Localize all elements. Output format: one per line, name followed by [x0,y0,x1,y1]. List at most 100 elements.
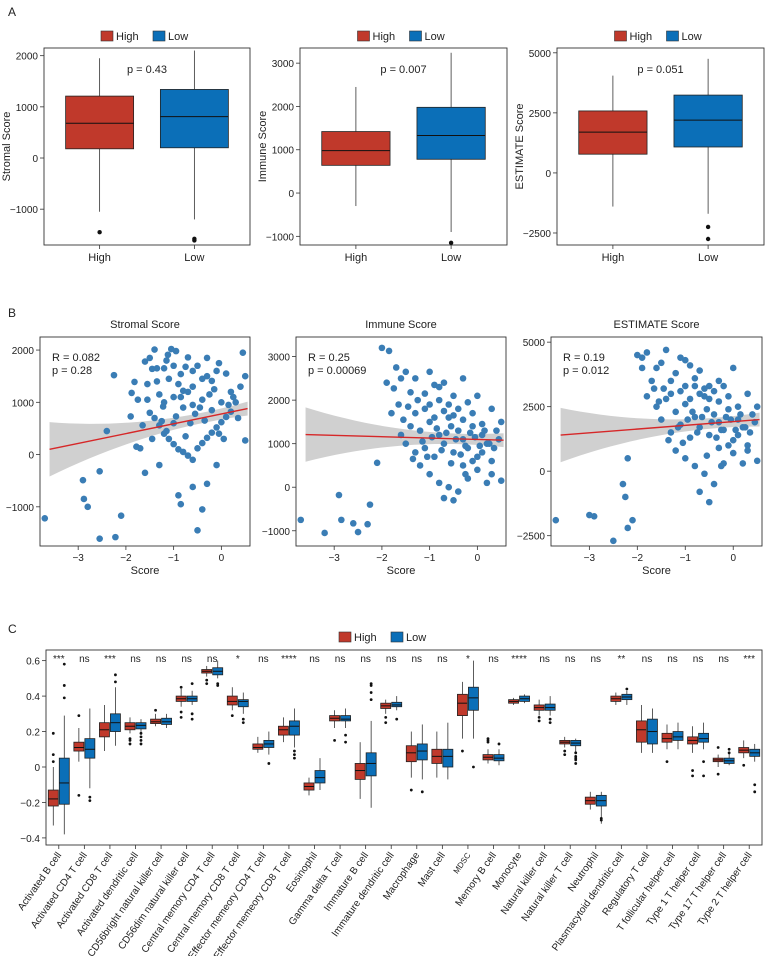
scatter-point [421,405,429,413]
scatter-point [237,383,244,390]
scatter-point [416,462,424,469]
y-tick-label: 5000 [523,338,546,349]
legend-label-low: Low [168,31,188,43]
outlier-point [537,715,541,719]
y-tick-label: 2000 [12,346,35,357]
p-value-label: p = 0.051 [637,64,683,76]
scatter-point [170,440,177,448]
box [723,752,735,766]
significance-label: ns [437,654,448,665]
scatter-point [725,393,732,400]
scatter-point [435,479,443,487]
box [380,699,392,714]
legend-swatch-low [409,30,422,42]
box [636,704,647,753]
outlier-point [88,795,92,799]
scatter-chart-B3: ESTIMATE Score −2500 0 2500 5000 −3 −2 −1 0 Score… [517,319,763,577]
scatter-point [485,440,493,447]
y-tick-label: 0.2 [26,728,40,739]
y-tick-label: 0.4 [26,692,40,703]
box [482,749,494,764]
scatter-point [643,349,651,356]
scatter-point [128,389,135,397]
scatter-point [177,370,185,378]
outlier-point [241,721,245,725]
scatter-point [440,440,448,447]
box [468,660,479,739]
outlier-point [190,682,194,686]
legend-label-low: Low [406,632,426,644]
y-tick-label: 3000 [268,353,291,364]
outlier-point [216,684,220,687]
box [508,697,519,705]
significance-label: ns [488,654,499,665]
significance-label: ns [693,654,704,665]
box-body [314,770,326,784]
box [712,754,724,767]
box [698,722,709,750]
box [442,722,454,780]
scatter-point [478,420,486,428]
significance-label: ns [360,654,371,665]
outlier-point [369,682,373,686]
scatter-chart-B2: Immune Score −1000 0 1000 2000 3000 −3 −2 −1 0 Sco… [262,319,507,577]
scatter-point [215,359,223,367]
scatter-point [110,371,118,379]
outlier-point [114,680,117,684]
scatter-point [131,378,138,386]
scatter-point [691,382,699,390]
scatter-point [134,396,142,404]
x-tick-label: −3 [72,553,84,564]
scatter-point [366,501,374,508]
box [578,75,648,207]
box [416,52,486,233]
legend-label-high: High [116,31,139,43]
scatter-point [416,427,424,434]
scatter-point [462,442,469,450]
outlier-point [665,760,669,764]
scatter-point [431,414,438,421]
x-tick-label: 0 [475,553,481,564]
scatter-point [443,429,450,437]
scatter-point [665,436,672,444]
box [329,710,340,728]
significance-label: ns [156,654,167,665]
r-value-label: R = 0.19 [563,352,605,364]
outlier-point [128,737,132,741]
scatter-point [667,390,675,398]
outlier-point [702,774,705,778]
legend-label-high: High [373,31,396,43]
confidence-band [49,401,248,477]
scatter-point [655,398,663,405]
significance-label: **** [511,654,527,665]
scatter-point [483,479,491,487]
scatter-point [729,449,737,457]
scatter-point [696,390,703,398]
scatter-point [402,440,410,447]
scatter-point [198,439,206,447]
scatter-point [488,457,495,465]
scatter-point [117,512,125,519]
scatter-point [241,372,249,380]
outlier-point [139,742,143,746]
outlier-point [727,751,731,755]
scatter-point [469,422,476,430]
p-value-label: p = 0.00069 [308,365,366,377]
plot-frame [39,336,251,547]
scatter-point [239,349,247,356]
scatter-point [650,385,658,392]
scatter-point [213,367,220,375]
scatter-point [638,354,646,361]
scatter-point [409,455,417,463]
scatter-point [435,396,443,404]
scatter-point [681,400,689,408]
outlier-point [384,715,388,719]
box [493,749,505,766]
scatter-point [172,347,180,355]
x-tick-label: −3 [328,553,340,564]
scatter-point [421,390,429,397]
regression-line [305,433,504,441]
box-body [65,95,135,150]
box-body [442,748,454,768]
box-body [416,106,486,160]
